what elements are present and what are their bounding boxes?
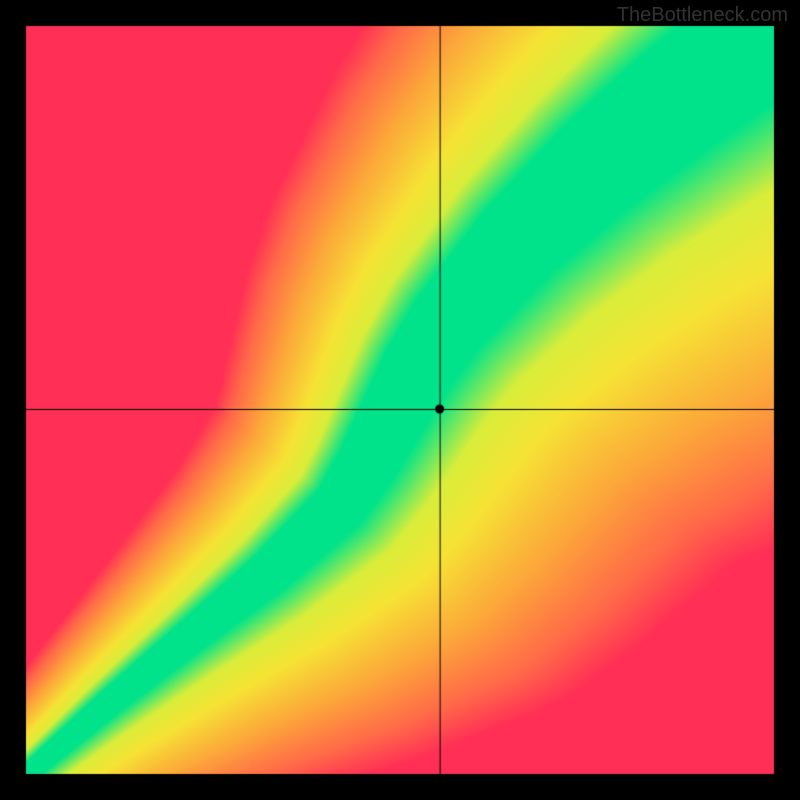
watermark-text: TheBottleneck.com (617, 4, 788, 27)
bottleneck-heatmap (0, 0, 800, 800)
chart-container: TheBottleneck.com (0, 0, 800, 800)
